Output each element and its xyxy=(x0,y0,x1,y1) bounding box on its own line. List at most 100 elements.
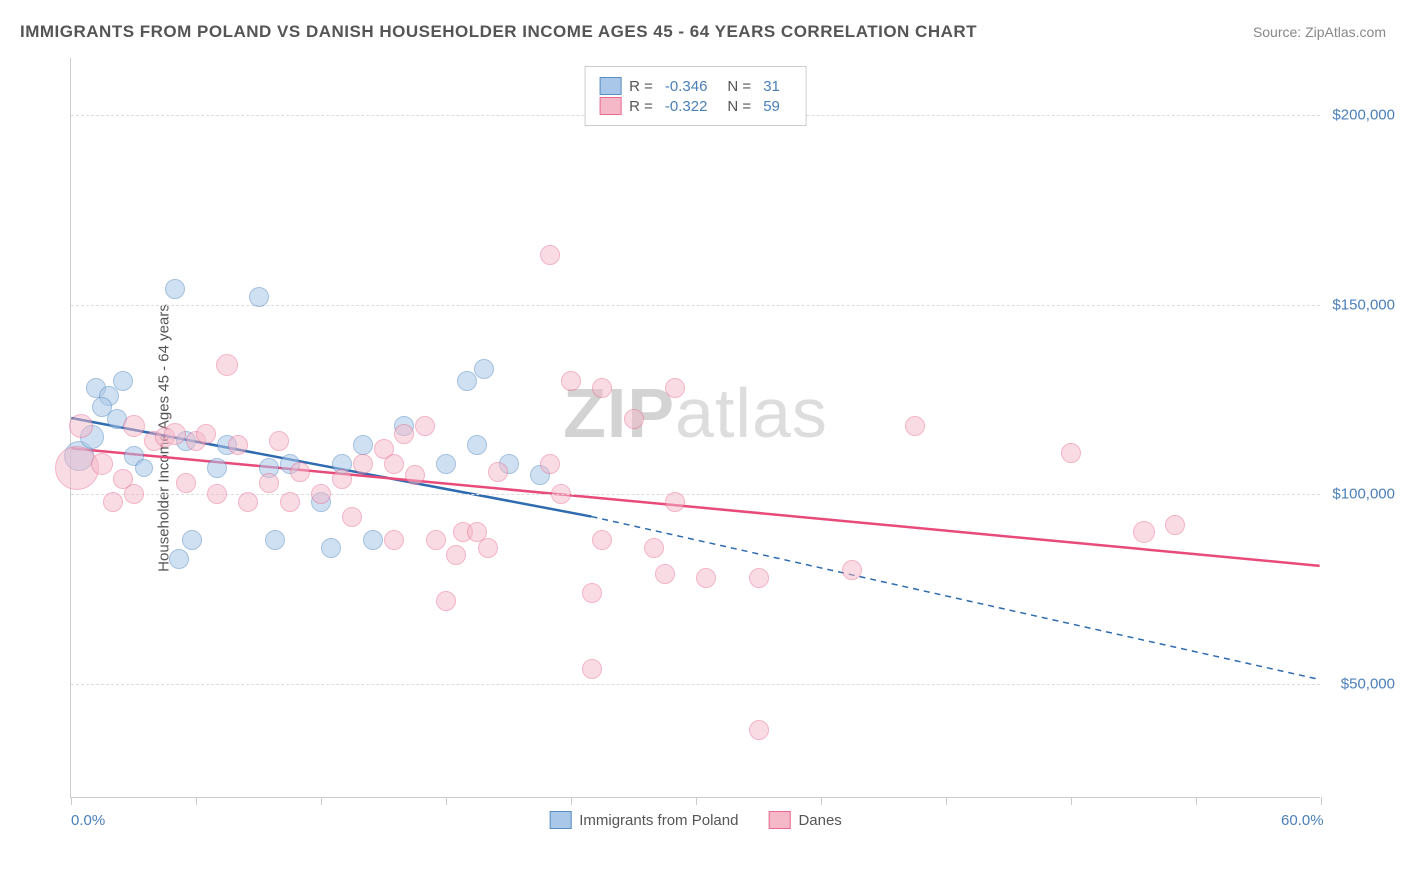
data-point xyxy=(265,530,285,550)
data-point xyxy=(176,473,196,493)
data-point xyxy=(582,583,602,603)
x-tick xyxy=(821,797,822,805)
x-tick xyxy=(446,797,447,805)
x-tick-label: 60.0% xyxy=(1281,812,1324,829)
series-legend: Immigrants from Poland Danes xyxy=(549,811,842,829)
legend-row-0: R = -0.346 N = 31 xyxy=(599,77,792,95)
data-point xyxy=(91,453,113,475)
data-point xyxy=(394,424,414,444)
correlation-legend: R = -0.346 N = 31 R = -0.322 N = 59 xyxy=(584,66,807,126)
data-point xyxy=(644,538,664,558)
legend-n-label-1: N = xyxy=(727,98,751,115)
data-point xyxy=(321,538,341,558)
x-tick xyxy=(696,797,697,805)
data-point xyxy=(446,545,466,565)
legend-swatch-0 xyxy=(599,77,621,95)
data-point xyxy=(749,568,769,588)
data-point xyxy=(1165,515,1185,535)
data-point xyxy=(207,484,227,504)
legend-r-label-0: R = xyxy=(629,78,653,95)
data-point xyxy=(249,287,269,307)
series-legend-item-0: Immigrants from Poland xyxy=(549,811,738,829)
data-point xyxy=(238,492,258,512)
data-point xyxy=(332,469,352,489)
series-swatch-0 xyxy=(549,811,571,829)
data-point xyxy=(259,473,279,493)
y-tick-label: $150,000 xyxy=(1332,296,1395,313)
data-point xyxy=(228,435,248,455)
data-point xyxy=(540,454,560,474)
data-point xyxy=(696,568,716,588)
x-tick-label: 0.0% xyxy=(71,812,105,829)
series-swatch-1 xyxy=(768,811,790,829)
data-point xyxy=(551,484,571,504)
data-point xyxy=(405,465,425,485)
data-point xyxy=(216,354,238,376)
data-point xyxy=(436,591,456,611)
series-label-1: Danes xyxy=(798,812,841,829)
data-point xyxy=(426,530,446,550)
data-point xyxy=(353,435,373,455)
data-point xyxy=(69,414,93,438)
data-point xyxy=(467,435,487,455)
x-tick xyxy=(196,797,197,805)
data-point xyxy=(415,416,435,436)
data-point xyxy=(280,492,300,512)
data-point xyxy=(113,371,133,391)
data-point xyxy=(582,659,602,679)
data-point xyxy=(624,409,644,429)
data-point xyxy=(311,484,331,504)
x-tick xyxy=(321,797,322,805)
data-point xyxy=(92,397,112,417)
data-point xyxy=(474,359,494,379)
data-point xyxy=(665,378,685,398)
data-point xyxy=(269,431,289,451)
data-point xyxy=(342,507,362,527)
watermark-bold: ZIP xyxy=(563,374,675,452)
data-point xyxy=(905,416,925,436)
data-point xyxy=(384,454,404,474)
data-point xyxy=(488,462,508,482)
data-point xyxy=(165,279,185,299)
chart-title: IMMIGRANTS FROM POLAND VS DANISH HOUSEHO… xyxy=(20,22,977,42)
data-point xyxy=(169,549,189,569)
data-point xyxy=(182,530,202,550)
legend-swatch-1 xyxy=(599,97,621,115)
chart-container: Householder Income Ages 45 - 64 years ZI… xyxy=(50,58,1390,818)
x-tick xyxy=(1321,797,1322,805)
grid-line xyxy=(71,684,1320,685)
data-point xyxy=(665,492,685,512)
y-tick-label: $200,000 xyxy=(1332,106,1395,123)
series-legend-item-1: Danes xyxy=(768,811,841,829)
data-point xyxy=(103,492,123,512)
data-point xyxy=(592,378,612,398)
data-point xyxy=(123,415,145,437)
data-point xyxy=(478,538,498,558)
data-point xyxy=(1133,521,1155,543)
trend-lines-svg xyxy=(71,58,1320,797)
data-point xyxy=(353,454,373,474)
data-point xyxy=(592,530,612,550)
legend-n-label-0: N = xyxy=(727,78,751,95)
data-point xyxy=(363,530,383,550)
data-point xyxy=(164,423,186,445)
plot-area: ZIPatlas R = -0.346 N = 31 R = -0.322 N … xyxy=(70,58,1320,798)
data-point xyxy=(655,564,675,584)
data-point xyxy=(207,458,227,478)
source-label: Source: ZipAtlas.com xyxy=(1253,24,1386,40)
y-tick-label: $50,000 xyxy=(1341,676,1395,693)
x-tick xyxy=(1071,797,1072,805)
series-label-0: Immigrants from Poland xyxy=(579,812,738,829)
grid-line xyxy=(71,494,1320,495)
legend-n-val-1: 59 xyxy=(763,98,780,115)
y-tick-label: $100,000 xyxy=(1332,486,1395,503)
legend-r-val-1: -0.322 xyxy=(665,98,708,115)
legend-r-label-1: R = xyxy=(629,98,653,115)
data-point xyxy=(124,484,144,504)
data-point xyxy=(290,462,310,482)
legend-row-1: R = -0.322 N = 59 xyxy=(599,97,792,115)
data-point xyxy=(842,560,862,580)
x-tick xyxy=(71,797,72,805)
x-tick xyxy=(946,797,947,805)
legend-n-val-0: 31 xyxy=(763,78,780,95)
